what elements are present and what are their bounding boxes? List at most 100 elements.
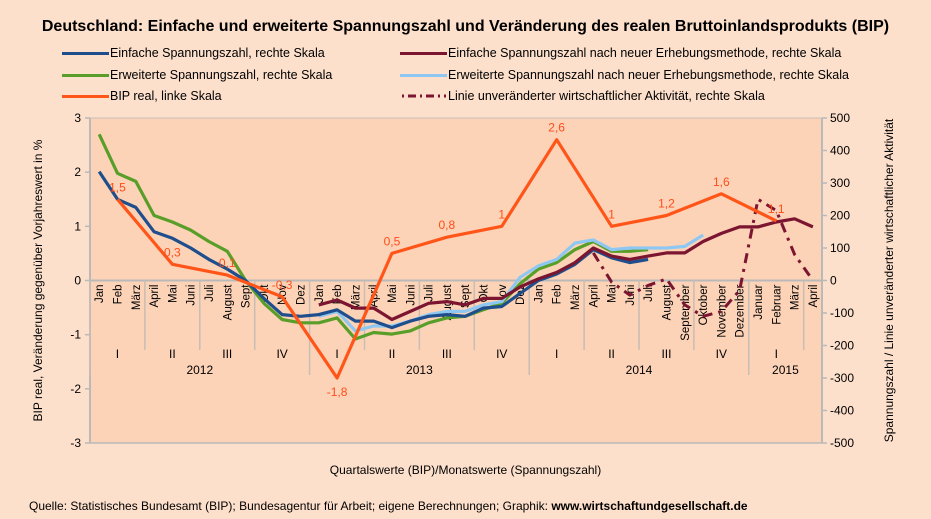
legend-swatch-dashdot xyxy=(402,94,446,98)
x-tick-label-month: April xyxy=(808,285,820,308)
data-label-bip: 0,8 xyxy=(439,218,456,232)
data-label-bip: -1,8 xyxy=(327,385,348,399)
x-tick-label-month: März xyxy=(350,284,362,310)
y-tick-label-right: -300 xyxy=(830,371,854,385)
x-tick-label-quarter: IV xyxy=(496,347,507,361)
x-tick-label-month: Juli xyxy=(204,285,216,302)
data-label-bip: 0,1 xyxy=(219,256,236,270)
x-tick-label-month: Dez xyxy=(295,284,307,305)
x-tick-label-quarter: IV xyxy=(716,347,727,361)
y-axis-label-right: Spannungszahl / Linie unveränderter wirt… xyxy=(882,118,896,442)
y-tick-label-left: -1 xyxy=(70,328,81,342)
y-tick-label-left: 1 xyxy=(74,219,81,233)
data-label-bip: 1,5 xyxy=(109,180,126,194)
legend-label: BIP real, linke Skala xyxy=(110,89,222,103)
y-tick-label-right: 300 xyxy=(830,176,850,190)
series-line-einfache-spannungszahl-nach-neuer-erhebungsmethode-rechte-skala xyxy=(318,217,814,322)
x-tick-label-quarter: IV xyxy=(276,347,287,361)
x-tick-label-quarter: I xyxy=(335,347,338,361)
legend-swatch xyxy=(62,74,109,77)
x-tick-label-year: 2012 xyxy=(186,363,213,377)
legend-swatch xyxy=(62,52,109,55)
x-tick-label-month: August xyxy=(661,284,673,321)
x-tick-label-year: 2015 xyxy=(772,363,799,377)
x-tick-label-month: September xyxy=(680,284,692,340)
x-tick-label-month: Feb xyxy=(552,285,564,305)
x-tick-label-month: Juli xyxy=(643,285,655,302)
y-tick-label-right: 0 xyxy=(830,274,837,288)
source-note: Quelle: Statistisches Bundesamt (BIP); B… xyxy=(29,499,748,513)
x-tick-label-month: Juli xyxy=(424,285,436,302)
x-tick-label-month: Juni xyxy=(405,285,417,306)
source-link[interactable]: www.wirtschaftundgesellschaft.de xyxy=(551,499,748,513)
series-line-erweiterte-spannungszahl-rechte-skala xyxy=(97,133,649,341)
x-tick-label-month: Feb xyxy=(112,285,124,305)
x-tick-label-month: Juni xyxy=(186,285,198,306)
source-text: Quelle: Statistisches Bundesamt (BIP); B… xyxy=(29,499,552,513)
x-tick-label-month: Jan xyxy=(94,285,106,304)
x-tick-label-month: Mai xyxy=(387,285,399,304)
series-line-linie-unveränderter-wirtschaftlicher-aktivität-rechte-skala xyxy=(592,197,815,318)
series-line-bip-real-linke-skala xyxy=(116,138,778,380)
y-tick-label-right: -400 xyxy=(830,404,854,418)
x-tick-label-year: 2013 xyxy=(406,363,433,377)
x-tick-label-month: Januar xyxy=(753,284,765,319)
legend-swatch xyxy=(62,95,109,98)
legend-label: Einfache Spannungszahl, rechte Skala xyxy=(110,46,325,60)
legend-swatch xyxy=(400,52,447,55)
x-tick-label-quarter: I xyxy=(775,347,778,361)
x-tick-label-month: Jan xyxy=(314,285,326,304)
y-tick-label-right: 100 xyxy=(830,241,850,255)
x-tick-label-month: Mai xyxy=(607,285,619,304)
x-tick-label-month: Oktober xyxy=(698,284,710,325)
y-tick-label-right: -500 xyxy=(830,436,854,450)
y-tick-label-right: 400 xyxy=(830,144,850,158)
data-label-bip: 2,6 xyxy=(548,121,565,135)
x-tick-label-quarter: II xyxy=(608,347,615,361)
x-tick-label-month: März xyxy=(570,284,582,310)
legend-label: Erweiterte Spannungszahl nach neuer Erhe… xyxy=(448,68,849,82)
x-tick-label-month: November xyxy=(716,284,728,337)
y-tick-label-left: -2 xyxy=(70,382,81,396)
legend-swatch xyxy=(400,74,447,77)
y-tick-label-left: -3 xyxy=(70,436,81,450)
data-label-bip: 1 xyxy=(498,207,505,221)
y-tick-label-right: 200 xyxy=(830,209,850,223)
x-tick-label-month: Sept xyxy=(241,284,253,308)
x-tick-label-month: April xyxy=(588,285,600,308)
data-label-bip: 1 xyxy=(608,207,615,221)
x-tick-label-month: April xyxy=(149,285,161,308)
x-tick-label-month: März xyxy=(131,284,143,310)
x-tick-label-month: Jan xyxy=(533,285,545,304)
x-tick-label-quarter: III xyxy=(661,347,671,361)
y-axis-label-left: BIP real, Veränderung gegenüber Vorjahre… xyxy=(31,139,45,421)
x-tick-label-month: März xyxy=(790,284,802,310)
data-label-bip: -0,3 xyxy=(272,278,293,292)
legend-label: Einfache Spannungszahl nach neuer Erhebu… xyxy=(448,46,842,60)
x-tick-label-quarter: III xyxy=(222,347,232,361)
data-label-bip: 1,1 xyxy=(768,202,785,216)
y-tick-label-left: 3 xyxy=(74,111,81,125)
data-label-bip: 0,5 xyxy=(384,234,401,248)
y-tick-label-right: -100 xyxy=(830,306,854,320)
legend-label: Linie unveränderter wirtschaftlicher Akt… xyxy=(448,89,765,103)
x-tick-label-month: Nov xyxy=(277,284,289,305)
x-tick-label-month: Februar xyxy=(771,284,783,324)
x-tick-label-quarter: II xyxy=(169,347,176,361)
data-label-bip: 1,2 xyxy=(658,197,675,211)
x-tick-label-quarter: III xyxy=(442,347,452,361)
x-tick-label-month: August xyxy=(222,284,234,321)
x-tick-label-year: 2014 xyxy=(626,363,653,377)
x-tick-label-quarter: I xyxy=(555,347,558,361)
y-tick-label-left: 2 xyxy=(74,165,81,179)
x-tick-label-month: Mai xyxy=(167,285,179,304)
chart-title: Deutschland: Einfache und erweiterte Spa… xyxy=(41,18,890,35)
x-tick-label-quarter: I xyxy=(116,347,119,361)
y-tick-label-right: -200 xyxy=(830,339,854,353)
data-label-bip: 0,3 xyxy=(164,245,181,259)
x-tick-label-month: Dezember xyxy=(735,284,747,337)
x-axis-label: Quartalswerte (BIP)/Monatswerte (Spannun… xyxy=(329,463,602,477)
legend-label: Erweiterte Spannungszahl, rechte Skala xyxy=(110,68,333,82)
y-tick-label-right: 500 xyxy=(830,111,850,125)
